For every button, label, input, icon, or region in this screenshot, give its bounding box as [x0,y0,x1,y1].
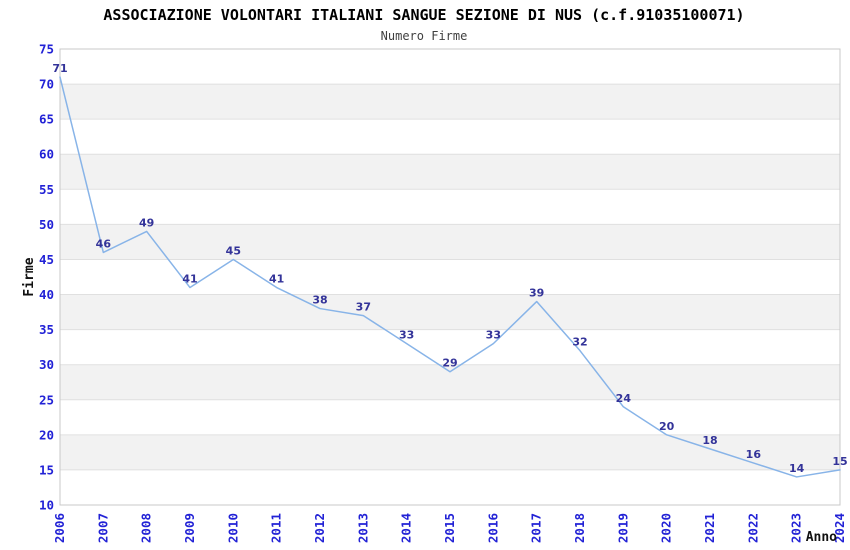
x-tick-label: 2018 [572,513,587,543]
x-tick-label: 2022 [745,513,760,543]
point-label: 37 [356,301,371,314]
y-tick-label: 10 [39,498,54,513]
x-tick-label: 2010 [225,513,240,543]
x-tick-label: 2012 [312,513,327,543]
y-tick-label: 55 [39,182,54,197]
point-label: 16 [746,448,762,461]
y-tick-label: 15 [39,462,54,477]
point-label: 14 [789,462,805,475]
plot-band [60,84,840,120]
x-tick-label: 2020 [659,513,674,543]
x-tick-label: 2024 [832,513,847,543]
series-line [59,76,841,478]
point-label: 20 [659,420,675,433]
point-label: 33 [486,329,501,342]
point-label: 29 [442,357,457,370]
plot-band [60,434,840,470]
y-tick-label: 60 [39,147,54,162]
x-tick-label: 2007 [95,513,110,543]
point-label: 33 [399,329,414,342]
x-tick-label: 2019 [615,513,630,543]
x-tick-label: 2014 [399,513,414,543]
y-tick-label: 65 [39,112,54,127]
x-tick-label: 2016 [485,513,500,543]
x-tick-label: 2013 [355,513,370,543]
x-tick-label: 2008 [139,513,154,543]
y-tick-label: 50 [39,217,54,232]
point-label: 24 [616,392,632,405]
y-tick-label: 40 [39,287,54,302]
point-label: 41 [182,273,197,286]
point-label: 18 [702,434,717,447]
y-tick-label: 70 [39,77,54,92]
plot-layers: 10 15 20 25 30 35 40 45 50 55 60 65 70 75 2006 2007 2008… [39,42,848,544]
x-tick-label: 2011 [269,513,284,543]
plot-border [59,48,841,506]
y-tick-label: 25 [39,392,54,407]
y-axis-title: Firme [22,257,37,296]
point-label: 49 [139,216,154,229]
point-label: 39 [529,287,544,300]
y-tick-label: 20 [39,427,54,442]
x-tick-label: 2021 [702,513,717,543]
x-tick-label: 2006 [52,513,67,543]
point-label: 45 [226,244,241,257]
plot-band [60,154,840,190]
point-label: 41 [269,273,284,286]
plot-band [60,364,840,400]
point-label: 32 [572,336,587,349]
x-tick-label: 2017 [529,513,544,543]
point-label: 71 [52,62,67,75]
x-tick-label: 2015 [442,513,457,543]
y-tick-label: 30 [39,357,54,372]
x-axis-title: Anno [806,530,837,545]
y-tick-label: 45 [39,252,54,267]
point-label: 38 [312,294,327,307]
point-label: 15 [832,455,847,468]
x-tick-label: 2009 [182,513,197,543]
point-label: 46 [96,237,112,250]
plot-band [60,224,840,260]
y-tick-label: 35 [39,322,54,337]
chart-title: ASSOCIAZIONE VOLONTARI ITALIANI SANGUE S… [103,6,744,24]
y-tick-label: 75 [39,42,54,57]
chart-subtitle: Numero Firme [381,29,468,43]
x-tick-label: 2023 [789,513,804,543]
plot-band [60,294,840,330]
